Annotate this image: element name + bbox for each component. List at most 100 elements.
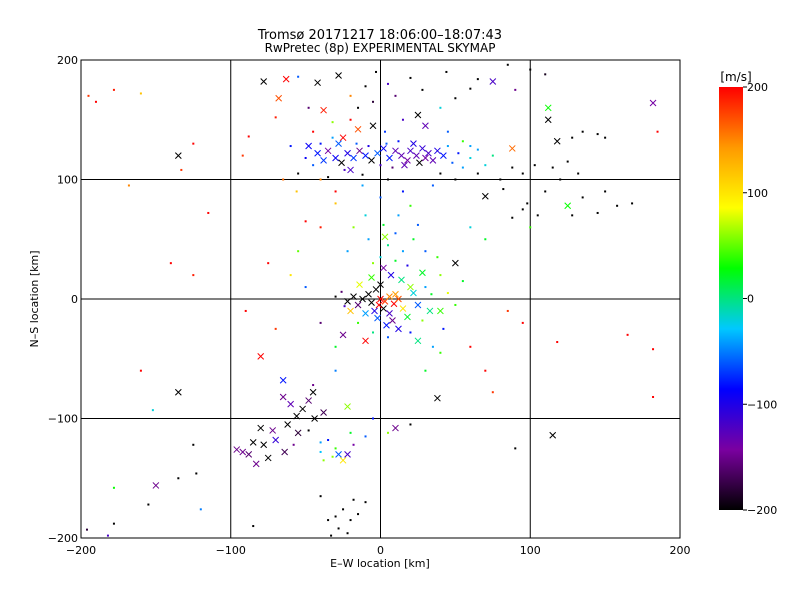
data-point-dot xyxy=(514,447,517,450)
data-point-cross xyxy=(426,307,434,315)
y-tick-label: −200 xyxy=(48,532,78,545)
data-point-cross xyxy=(362,337,369,345)
data-point-cross xyxy=(489,78,497,85)
colorbar-tick-label: −200 xyxy=(747,504,777,517)
data-point-cross xyxy=(275,94,283,102)
data-point-dot xyxy=(571,136,574,139)
data-point-dot xyxy=(297,250,300,253)
data-point-dot xyxy=(112,88,115,91)
data-point-dot xyxy=(616,204,619,207)
data-point-dot xyxy=(506,63,509,66)
data-point-cross xyxy=(350,154,357,162)
data-point-cross xyxy=(419,145,426,152)
data-point-cross xyxy=(395,325,402,333)
data-point-dot xyxy=(352,498,355,501)
data-point-cross xyxy=(339,134,347,142)
data-point-dot xyxy=(491,154,494,157)
data-point-cross xyxy=(414,301,422,309)
data-point-dot xyxy=(581,196,584,199)
data-point-cross xyxy=(422,154,429,162)
data-point-dot xyxy=(397,214,400,217)
data-point-dot xyxy=(544,190,547,193)
data-point-cross xyxy=(344,403,351,410)
data-point-dot xyxy=(192,142,195,145)
data-point-cross xyxy=(395,295,402,303)
data-point-dot xyxy=(476,172,479,175)
data-point-dot xyxy=(330,534,333,537)
data-point-dot xyxy=(401,250,404,253)
data-point-dot xyxy=(94,100,97,103)
data-point-cross xyxy=(350,293,357,300)
data-point-dot xyxy=(334,515,337,518)
data-point-cross xyxy=(452,259,459,267)
data-point-dot xyxy=(484,369,487,372)
data-point-dot xyxy=(431,345,434,348)
data-point-dot xyxy=(406,264,409,267)
data-point-cross xyxy=(386,309,393,317)
data-point-dot xyxy=(327,439,330,442)
data-point-dot xyxy=(521,172,524,175)
data-point-cross xyxy=(414,337,422,345)
data-point-dot xyxy=(502,188,505,191)
data-point-dot xyxy=(327,519,330,522)
data-point-cross xyxy=(419,269,426,277)
data-point-cross xyxy=(356,147,363,155)
data-point-cross xyxy=(335,72,342,79)
x-tick-label: 100 xyxy=(520,544,541,557)
data-point-cross xyxy=(257,353,265,360)
data-point-dot xyxy=(454,97,457,100)
data-point-dot xyxy=(112,522,115,525)
data-point-cross xyxy=(387,271,395,279)
data-point-dot xyxy=(372,331,375,334)
data-point-dot xyxy=(319,142,322,145)
data-point-cross xyxy=(434,394,441,402)
data-point-cross xyxy=(413,152,420,159)
data-point-dot xyxy=(451,161,454,164)
data-point-cross xyxy=(305,142,312,150)
data-point-dot xyxy=(401,118,404,121)
data-point-dot xyxy=(319,450,322,453)
data-point-cross xyxy=(320,409,327,416)
data-point-cross xyxy=(377,295,384,303)
data-point-dot xyxy=(386,82,389,85)
data-point-dot xyxy=(476,148,479,151)
data-point-cross xyxy=(481,192,489,200)
data-point-cross xyxy=(332,154,339,162)
data-point-dot xyxy=(484,164,487,167)
data-point-dot xyxy=(571,214,574,217)
colorbar-gradient xyxy=(719,87,743,510)
data-point-dot xyxy=(289,145,292,148)
data-point-cross xyxy=(368,157,375,164)
data-point-dot xyxy=(412,238,415,241)
data-point-dot xyxy=(304,286,307,289)
data-point-dot xyxy=(394,94,397,97)
data-point-dot xyxy=(544,73,547,76)
data-point-dot xyxy=(656,130,659,133)
data-point-dot xyxy=(307,429,310,432)
data-point-dot xyxy=(334,447,337,450)
data-point-cross xyxy=(371,307,378,315)
data-point-dot xyxy=(469,226,472,229)
data-point-cross xyxy=(233,446,241,453)
data-point-cross xyxy=(344,450,351,458)
data-point-dot xyxy=(409,331,412,334)
data-point-cross xyxy=(407,147,414,155)
data-point-dot xyxy=(521,321,524,324)
data-point-dot xyxy=(346,250,349,253)
data-point-cross xyxy=(398,276,405,284)
data-point-dot xyxy=(85,528,88,531)
data-point-cross xyxy=(362,309,369,317)
data-point-cross xyxy=(279,376,287,384)
data-point-cross xyxy=(401,161,408,169)
data-point-dot xyxy=(207,211,210,214)
data-point-dot xyxy=(331,455,334,458)
plot-area xyxy=(80,59,681,539)
data-point-dot xyxy=(151,409,154,412)
data-point-dot xyxy=(604,190,607,193)
data-point-cross xyxy=(386,293,393,300)
data-point-cross xyxy=(279,393,287,401)
data-point-cross xyxy=(347,307,354,315)
data-point-dot xyxy=(457,152,460,155)
data-point-dot xyxy=(312,164,315,167)
data-point-dot xyxy=(364,85,367,88)
